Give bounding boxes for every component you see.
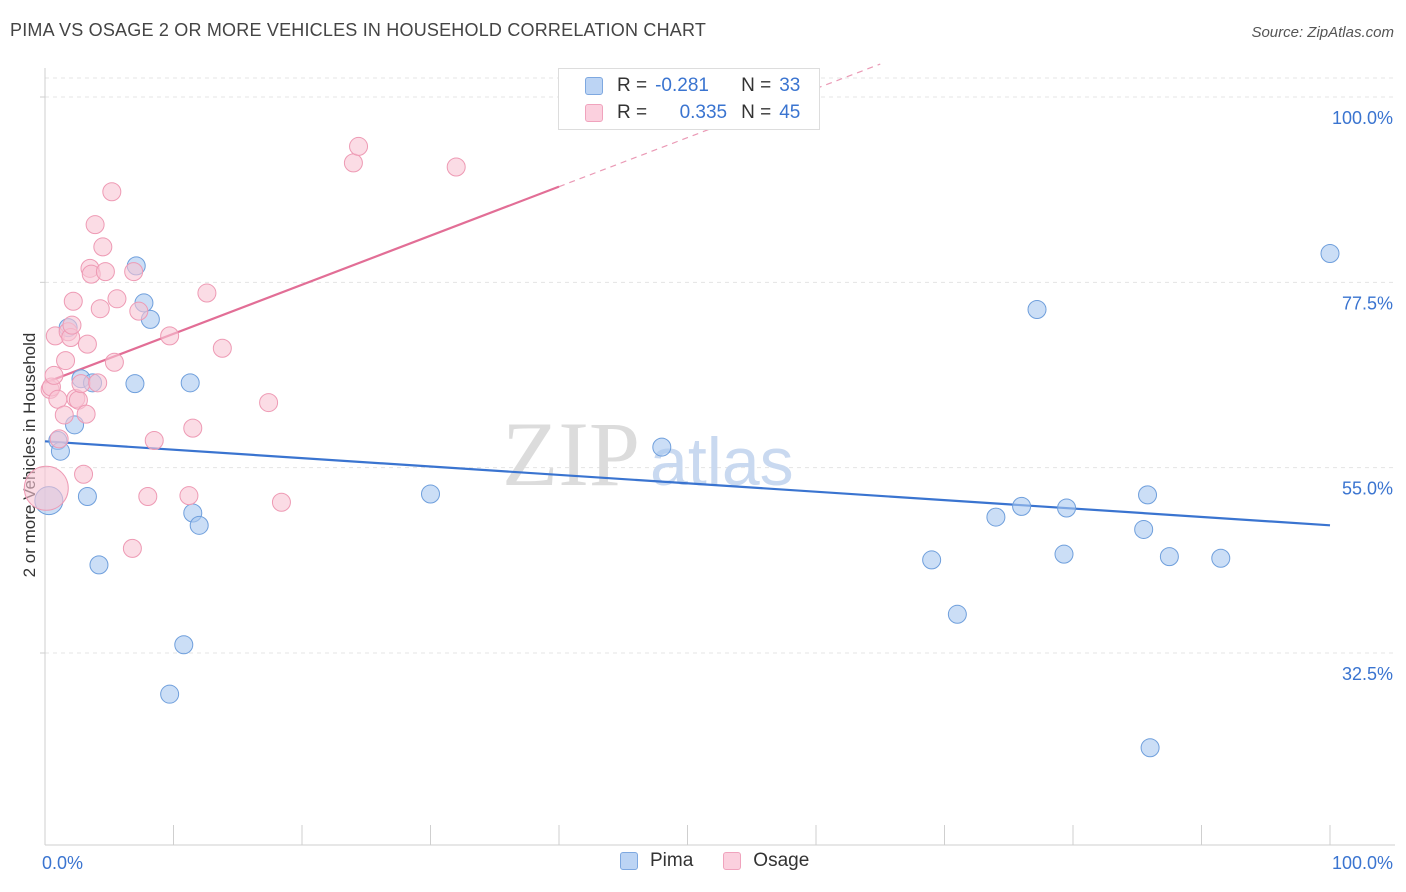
pima-point bbox=[160, 684, 180, 704]
y-tick-label: 32.5% bbox=[1342, 664, 1393, 684]
legend-n-label: N = bbox=[741, 75, 772, 96]
osage-point bbox=[49, 429, 69, 449]
legend-r-value: -0.281 bbox=[655, 75, 709, 96]
legend-row-pima: R = -0.281 N = 33 bbox=[585, 73, 800, 99]
osage-point bbox=[76, 404, 96, 424]
pima-point bbox=[125, 374, 145, 394]
legend-label-pima: Pima bbox=[650, 850, 694, 871]
osage-point bbox=[259, 393, 279, 413]
pima-point bbox=[986, 507, 1006, 527]
source-label: Source: ZipAtlas.com bbox=[1251, 24, 1394, 41]
osage-trend-extension bbox=[558, 63, 881, 188]
osage-swatch bbox=[585, 104, 603, 122]
osage-point bbox=[446, 157, 466, 177]
osage-point bbox=[44, 365, 64, 385]
osage-point bbox=[124, 262, 144, 282]
correlation-legend: R = -0.281 N = 33 R = 0.335 N = 45 bbox=[558, 68, 820, 130]
tick-labels: 32.5% 55.0% 77.5% 100.0% 0.0% 100.0% bbox=[42, 108, 1393, 873]
osage-point bbox=[349, 136, 369, 156]
osage-point bbox=[90, 299, 110, 319]
osage-point bbox=[71, 374, 91, 394]
pima-point bbox=[421, 484, 440, 504]
osage-point bbox=[138, 486, 158, 506]
pima-point bbox=[1054, 544, 1074, 564]
pima-point bbox=[180, 373, 200, 393]
pima-point bbox=[1320, 244, 1340, 264]
data-points bbox=[23, 136, 1340, 758]
watermark-zip: ZIP bbox=[502, 403, 640, 505]
legend-n-value: 45 bbox=[779, 102, 801, 123]
pima-point bbox=[77, 486, 97, 506]
pima-point bbox=[1138, 485, 1158, 505]
pima-swatch bbox=[585, 77, 603, 95]
osage-point bbox=[93, 237, 113, 257]
pima-point bbox=[189, 515, 209, 535]
legend-r-value: 0.335 bbox=[679, 102, 728, 123]
osage-point bbox=[56, 351, 76, 371]
pima-point bbox=[652, 437, 672, 457]
osage-point bbox=[343, 153, 363, 173]
osage-point bbox=[88, 373, 108, 393]
legend-n-value: 33 bbox=[779, 75, 801, 96]
pima-point bbox=[89, 555, 109, 575]
x-tick-label: 100.0% bbox=[1332, 853, 1393, 873]
osage-point bbox=[179, 486, 199, 506]
y-tick-label: 55.0% bbox=[1342, 479, 1393, 499]
osage-point bbox=[107, 289, 127, 309]
legend-item-pima: Pima bbox=[620, 850, 693, 872]
legend-item-osage: Osage bbox=[723, 850, 809, 872]
osage-point bbox=[122, 538, 142, 558]
y-tick-label: 77.5% bbox=[1342, 293, 1393, 313]
legend-r-label: R = bbox=[617, 75, 648, 96]
series-legend: Pima Osage bbox=[620, 850, 839, 872]
pima-point bbox=[1211, 548, 1231, 568]
pima-swatch bbox=[620, 852, 638, 870]
chart-title: PIMA VS OSAGE 2 OR MORE VEHICLES IN HOUS… bbox=[10, 20, 707, 40]
pima-point bbox=[1012, 496, 1032, 516]
osage-point bbox=[74, 464, 94, 484]
y-tick-label: 100.0% bbox=[1332, 108, 1393, 128]
pima-point bbox=[947, 604, 967, 624]
gridlines bbox=[45, 77, 1395, 654]
osage-point bbox=[95, 262, 115, 282]
osage-swatch bbox=[723, 852, 742, 870]
x-tick-label: 0.0% bbox=[42, 853, 83, 873]
osage-point bbox=[23, 465, 69, 511]
osage-point bbox=[77, 334, 97, 354]
legend-label-osage: Osage bbox=[753, 850, 810, 871]
osage-point bbox=[197, 283, 217, 303]
osage-point bbox=[104, 352, 124, 372]
pima-point bbox=[174, 635, 194, 655]
pima-point bbox=[1027, 300, 1047, 320]
osage-trend-line bbox=[44, 185, 560, 384]
osage-point bbox=[271, 492, 291, 512]
watermark-atlas: atlas bbox=[650, 424, 794, 500]
legend-n-label: N = bbox=[741, 102, 772, 123]
pima-point bbox=[1134, 519, 1154, 539]
trend-lines bbox=[44, 63, 1331, 527]
osage-point bbox=[102, 182, 122, 202]
pima-point bbox=[1140, 738, 1160, 758]
osage-point bbox=[144, 430, 164, 450]
osage-point bbox=[212, 338, 232, 358]
pima-point bbox=[1057, 498, 1077, 518]
watermark: ZIP atlas bbox=[502, 403, 794, 505]
osage-point bbox=[85, 215, 105, 235]
legend-r-label: R = bbox=[617, 102, 648, 123]
pima-point bbox=[922, 550, 942, 570]
osage-point bbox=[160, 326, 180, 346]
osage-point bbox=[62, 315, 82, 335]
osage-point bbox=[129, 301, 149, 321]
osage-point bbox=[54, 405, 74, 425]
pima-trend-line bbox=[44, 440, 1331, 527]
osage-point bbox=[183, 418, 203, 438]
osage-point bbox=[63, 291, 83, 311]
legend-row-osage: R = 0.335 N = 45 bbox=[585, 100, 800, 126]
pima-point bbox=[1159, 547, 1179, 567]
axes bbox=[40, 68, 1395, 846]
